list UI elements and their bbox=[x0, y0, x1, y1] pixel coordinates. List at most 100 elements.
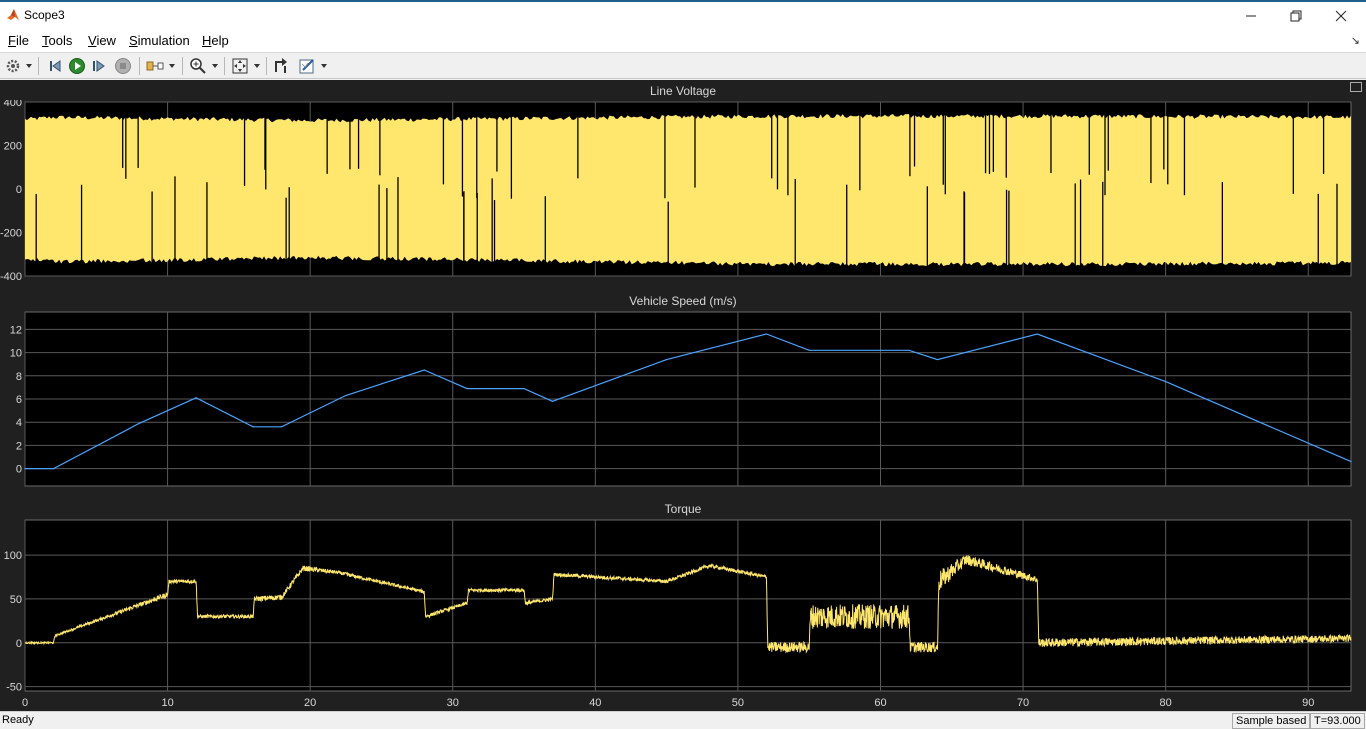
measurements-dropdown[interactable] bbox=[319, 56, 329, 76]
scope-display: Line Voltage 400 200 0 -200 -400 Vehicle Spe… bbox=[0, 80, 1366, 711]
toolbar-separator bbox=[139, 57, 140, 75]
chart-title-line-voltage: Line Voltage bbox=[649, 84, 717, 98]
torque-series-line bbox=[24, 555, 1352, 654]
zoom-in-icon bbox=[190, 58, 206, 74]
dropdown-arrow-icon bbox=[321, 64, 327, 68]
run-icon bbox=[69, 58, 85, 74]
stop-button[interactable] bbox=[113, 56, 133, 76]
y-tick-label: 100 bbox=[4, 550, 22, 562]
x-tick-label: 70 bbox=[1017, 697, 1029, 709]
y-tick-label: 0 bbox=[16, 638, 22, 650]
menu-tools-mnemonic: T bbox=[42, 33, 49, 48]
menu-simulation[interactable]: Simulation bbox=[129, 33, 190, 48]
status-text: Ready bbox=[2, 714, 34, 726]
settings-dropdown[interactable] bbox=[24, 56, 34, 76]
plot-area bbox=[24, 519, 1352, 692]
step-back-icon bbox=[50, 60, 61, 72]
menu-tools-label: ools bbox=[48, 33, 73, 48]
dropdown-arrow-icon bbox=[254, 64, 260, 68]
minimize-icon bbox=[1246, 15, 1256, 17]
measurements-button[interactable] bbox=[297, 56, 317, 76]
menu-simulation-mnemonic: S bbox=[129, 33, 138, 48]
y-tick-label: -50 bbox=[6, 682, 22, 694]
speed-data-point bbox=[24, 468, 26, 470]
run-button[interactable] bbox=[67, 56, 87, 76]
simulation-time: T=93.000 bbox=[1310, 713, 1365, 729]
toolbar-separator bbox=[224, 57, 225, 75]
dropdown-arrow-icon bbox=[212, 64, 218, 68]
close-button[interactable] bbox=[1318, 2, 1364, 30]
menu-view-label: iew bbox=[96, 33, 116, 48]
speed-data-point bbox=[765, 333, 768, 335]
minimize-button[interactable] bbox=[1228, 2, 1274, 30]
autoscale-icon bbox=[232, 58, 248, 74]
y-tick-label: -200 bbox=[0, 228, 22, 240]
restore-button[interactable] bbox=[1273, 2, 1319, 30]
chart-title-vehicle-speed: Vehicle Speed (m/s) bbox=[629, 294, 737, 308]
speed-data-point bbox=[551, 400, 554, 402]
speed-data-point bbox=[1036, 333, 1038, 335]
window-title: Scope3 bbox=[24, 8, 65, 22]
toolbar bbox=[0, 52, 1366, 79]
menu-file[interactable]: File bbox=[8, 33, 29, 48]
y-tick-label: 400 bbox=[4, 100, 22, 109]
menu-help[interactable]: Help bbox=[202, 33, 229, 48]
speed-data-point bbox=[666, 358, 668, 361]
x-tick-label: 10 bbox=[161, 697, 173, 709]
x-tick-label: 50 bbox=[732, 697, 744, 709]
menu-file-mnemonic: F bbox=[8, 33, 16, 48]
speed-data-point bbox=[466, 387, 468, 390]
undock-arrow-icon[interactable]: ↘ bbox=[1350, 35, 1360, 47]
plot-vehicle-speed[interactable]: 12 10 8 6 4 2 0 bbox=[0, 310, 1366, 490]
x-tick-label: 80 bbox=[1160, 697, 1172, 709]
y-tick-label: 200 bbox=[4, 141, 22, 153]
toolbar-separator bbox=[38, 57, 39, 75]
menu-tools[interactable]: Tools bbox=[42, 33, 72, 48]
zoom-dropdown[interactable] bbox=[210, 56, 220, 76]
x-tick-label: 0 bbox=[22, 697, 28, 709]
zoom-in-button[interactable] bbox=[188, 56, 208, 76]
status-bar: Ready Sample based T=93.000 bbox=[0, 711, 1366, 729]
x-tick-label: 90 bbox=[1302, 697, 1314, 709]
y-tick-label: 50 bbox=[10, 594, 22, 606]
plot-line-voltage[interactable]: 400 200 0 -200 -400 bbox=[0, 100, 1366, 280]
menu-help-label: elp bbox=[211, 33, 229, 48]
trigger-button[interactable] bbox=[272, 56, 292, 76]
settings-gear-icon bbox=[6, 59, 20, 73]
y-tick-label: 0 bbox=[16, 184, 22, 196]
speed-data-point bbox=[195, 397, 197, 399]
highlight-signal-button[interactable] bbox=[145, 56, 165, 76]
x-tick-label: 20 bbox=[304, 697, 316, 709]
matlab-logo-icon bbox=[7, 9, 19, 20]
speed-data-point bbox=[52, 468, 55, 470]
y-tick-label: -400 bbox=[0, 271, 22, 280]
speed-data-point bbox=[936, 358, 939, 361]
speed-data-point bbox=[423, 369, 425, 371]
dropdown-arrow-icon bbox=[169, 64, 175, 68]
settings-button[interactable] bbox=[4, 56, 22, 76]
speed-data-point bbox=[281, 426, 283, 428]
menu-file-label: ile bbox=[15, 33, 29, 48]
speed-data-point bbox=[138, 422, 140, 424]
y-tick-label: 4 bbox=[16, 417, 22, 429]
undock-panel-icon[interactable] bbox=[1350, 82, 1362, 92]
step-forward-button[interactable] bbox=[89, 56, 109, 76]
stop-icon bbox=[115, 58, 131, 74]
x-tick-label: 30 bbox=[447, 697, 459, 709]
highlight-dropdown[interactable] bbox=[167, 56, 177, 76]
toolbar-separator bbox=[182, 57, 183, 75]
speed-data-point bbox=[908, 349, 910, 351]
speed-data-point bbox=[252, 426, 254, 428]
voltage-signal-band bbox=[25, 114, 1351, 267]
step-forward-icon bbox=[93, 60, 105, 72]
step-back-button[interactable] bbox=[45, 56, 65, 76]
sample-mode-indicator: Sample based bbox=[1232, 713, 1311, 729]
speed-data-point bbox=[345, 394, 347, 397]
autoscale-dropdown[interactable] bbox=[252, 56, 262, 76]
speed-data-point bbox=[1165, 381, 1167, 383]
toolbar-separator bbox=[266, 57, 267, 75]
autoscale-button[interactable] bbox=[230, 56, 250, 76]
menu-view[interactable]: View bbox=[88, 33, 116, 48]
dropdown-arrow-icon bbox=[26, 64, 32, 68]
